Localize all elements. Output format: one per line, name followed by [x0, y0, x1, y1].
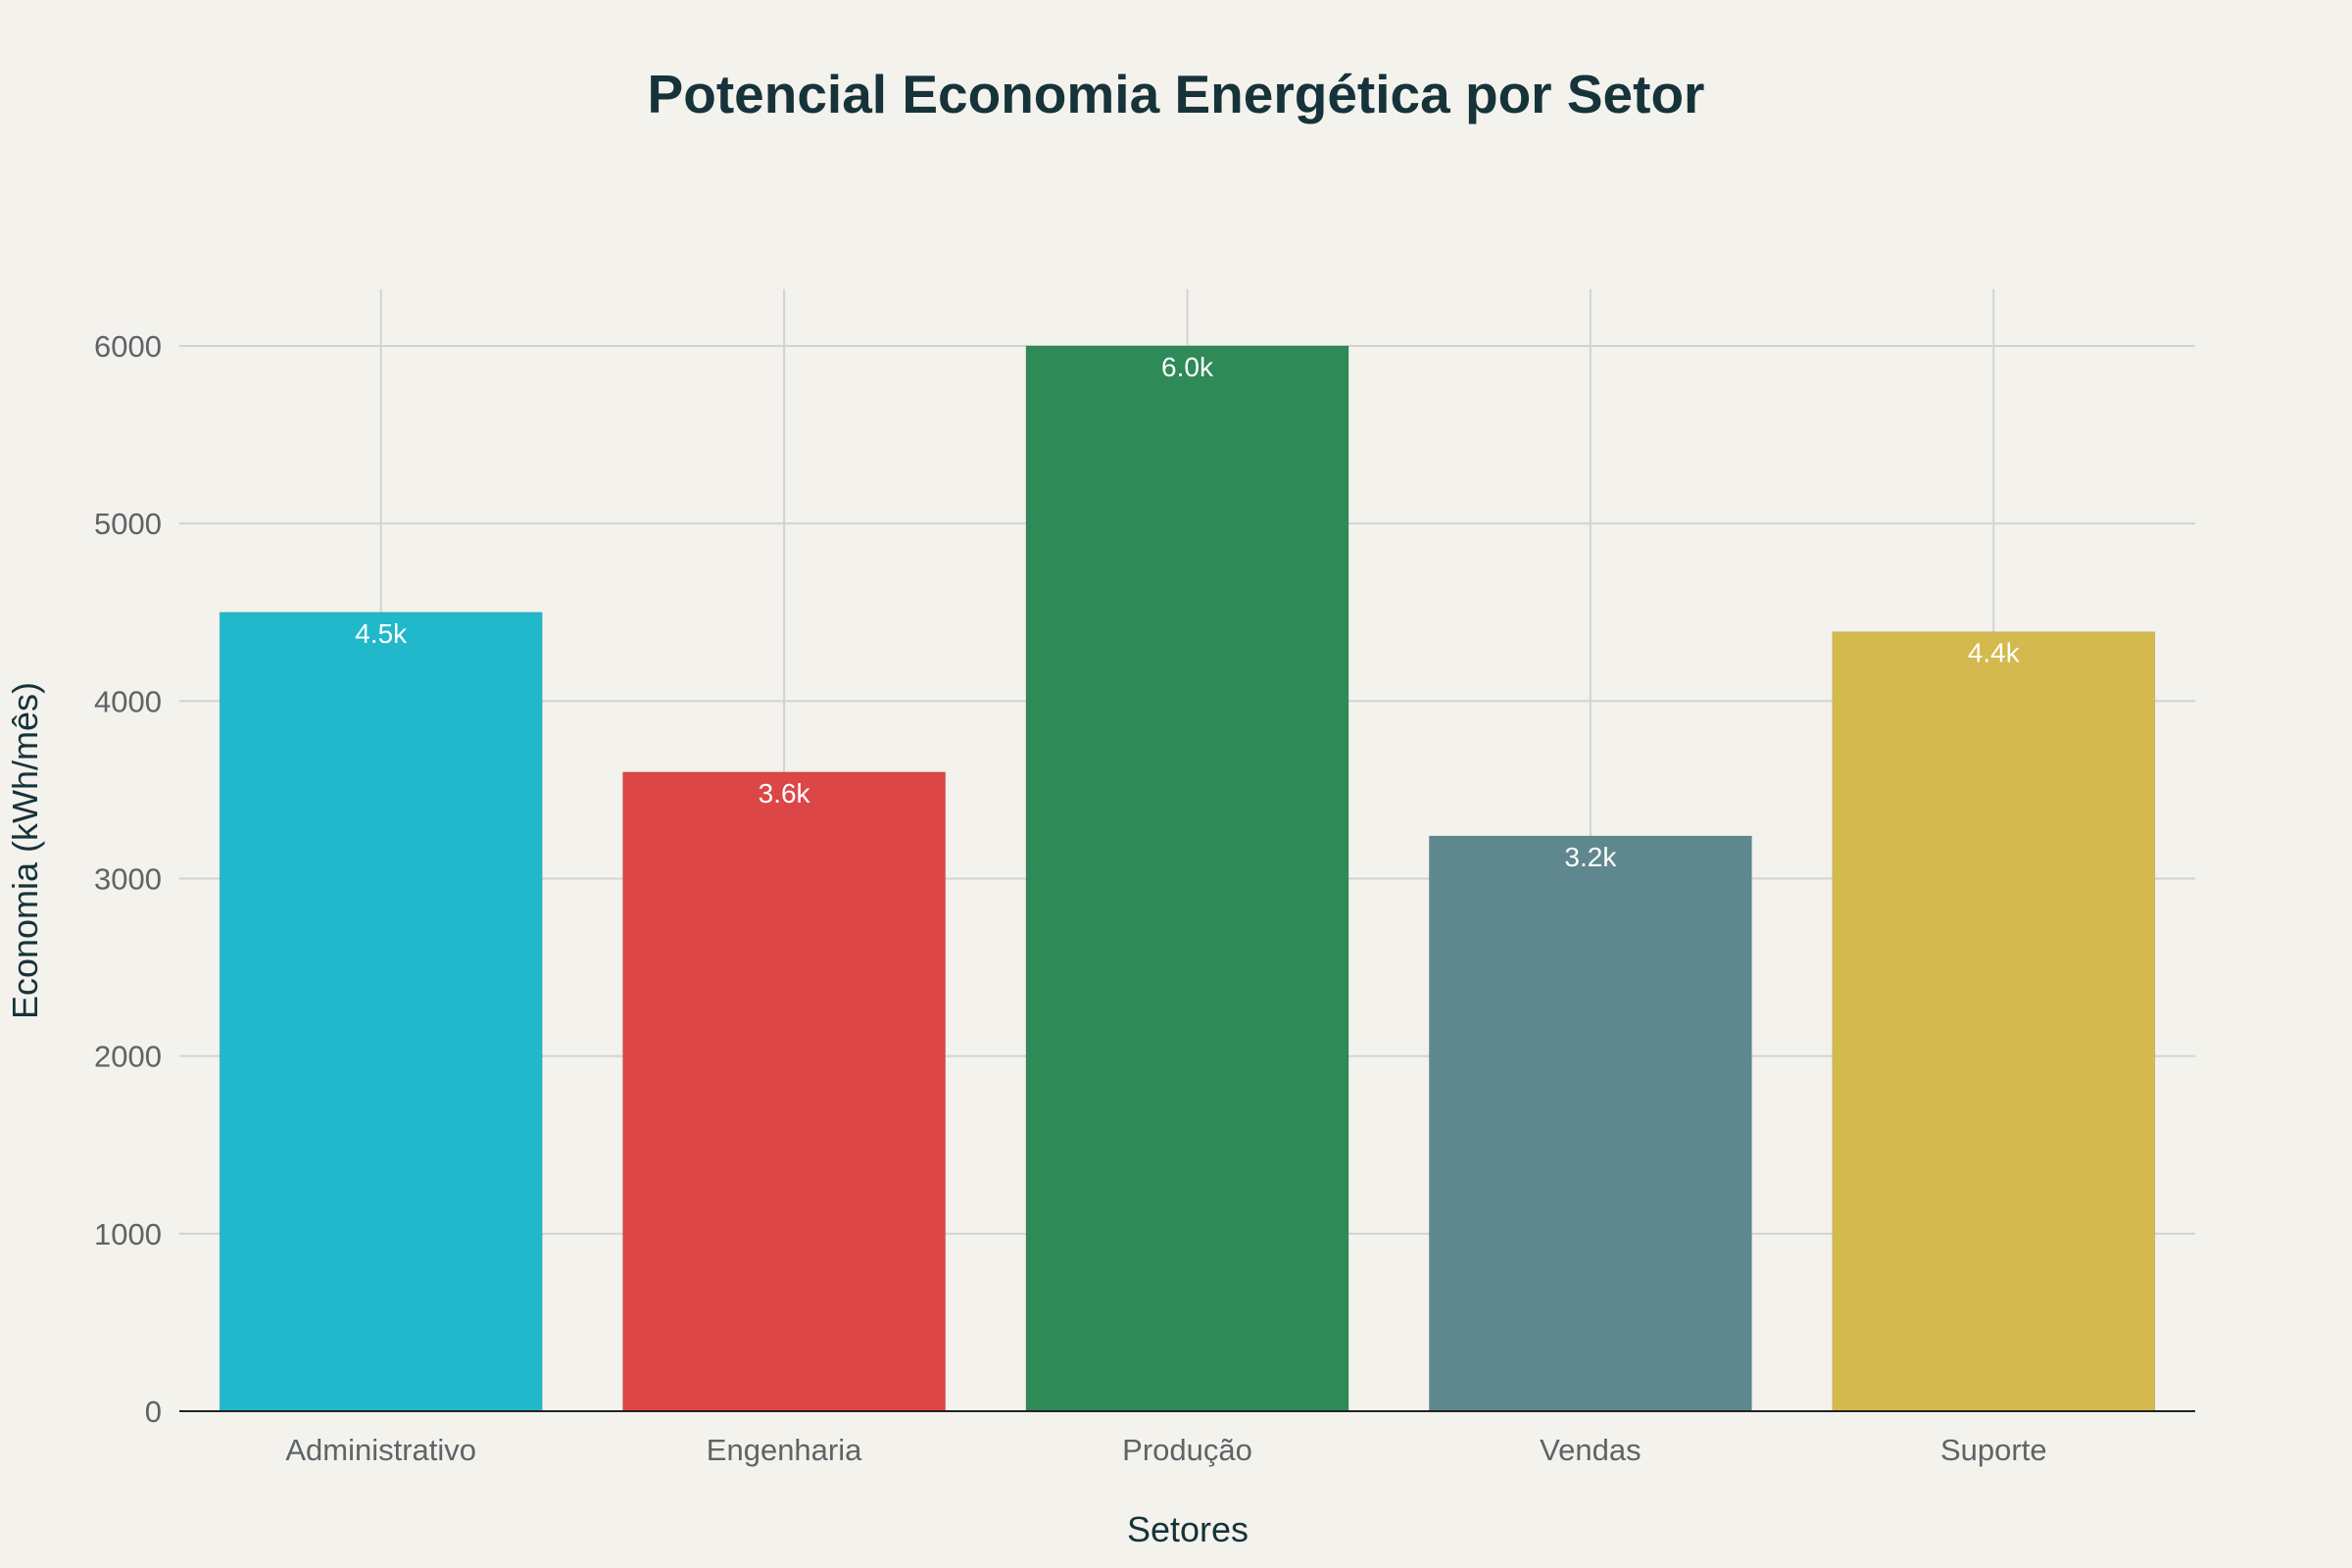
- chart-title: Potencial Economia Energética por Setor: [648, 64, 1705, 124]
- y-tick-label: 2000: [94, 1040, 162, 1074]
- x-tick-label: Suporte: [1940, 1433, 2047, 1467]
- bar-vendas[interactable]: [1428, 835, 1752, 1412]
- bar-value-label: 4.4k: [1968, 638, 2021, 668]
- y-tick-label: 3000: [94, 862, 162, 897]
- bar-suporte[interactable]: [1832, 631, 2156, 1412]
- bars: [219, 345, 2156, 1412]
- x-tick-label: Vendas: [1540, 1433, 1641, 1467]
- bar-labels: 4.5k 3.6k 6.0k 3.2k 4.4k: [355, 352, 2021, 872]
- bar-value-label: 4.5k: [355, 618, 408, 649]
- bar-engenharia[interactable]: [622, 771, 947, 1412]
- bar-administrativo[interactable]: [219, 612, 543, 1412]
- y-tick-label: 0: [145, 1395, 162, 1429]
- y-axis-title: Economia (kWh/mês): [5, 682, 45, 1019]
- y-tick-label: 5000: [94, 507, 162, 541]
- x-tick-label: Administrativo: [285, 1433, 476, 1467]
- x-axis-title: Setores: [1127, 1509, 1249, 1549]
- y-axis-ticks: 0 1000 2000 3000 4000 5000 6000: [94, 329, 162, 1429]
- y-tick-label: 4000: [94, 684, 162, 718]
- bar-value-label: 3.2k: [1564, 842, 1617, 872]
- bar-producao[interactable]: [1025, 345, 1349, 1412]
- bar-value-label: 6.0k: [1161, 352, 1214, 382]
- bar-value-label: 3.6k: [759, 778, 811, 808]
- y-tick-label: 6000: [94, 329, 162, 364]
- x-axis-ticks: Administrativo Engenharia Produção Vendas Su…: [285, 1433, 2046, 1467]
- x-tick-label: Produção: [1122, 1433, 1252, 1467]
- y-tick-label: 1000: [94, 1217, 162, 1251]
- x-tick-label: Engenharia: [707, 1433, 862, 1467]
